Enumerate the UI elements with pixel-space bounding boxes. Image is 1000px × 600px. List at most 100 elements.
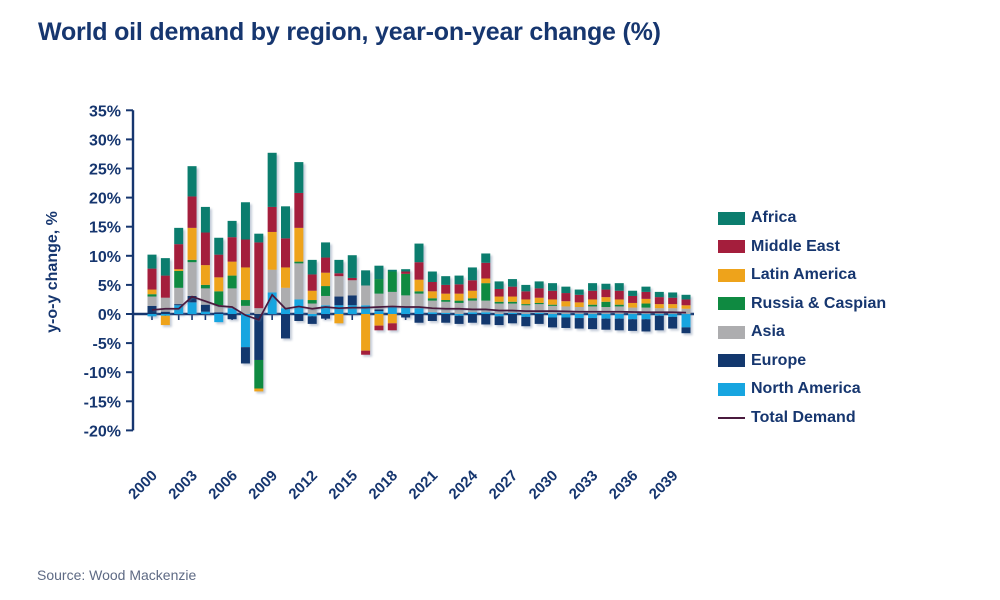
bar-segment-europe [401, 314, 411, 318]
bar-segment-middle-east [454, 284, 464, 294]
bar-segment-north-america [401, 307, 411, 314]
bar-segment-europe [294, 314, 304, 321]
bar-segment-latin-america [628, 302, 638, 308]
bar-segment-asia [200, 288, 210, 305]
bar-segment-asia [681, 308, 691, 314]
bar-segment-north-america [147, 314, 157, 317]
x-tick-label: 2036 [606, 467, 642, 503]
bar-segment-africa [347, 255, 357, 278]
bar-segment-middle-east [641, 291, 651, 299]
legend-color-swatch [718, 354, 745, 368]
bar-segment-europe [174, 304, 184, 306]
bar-segment-africa [334, 259, 344, 274]
bar-segment-africa [401, 269, 411, 272]
bar-segment-europe [681, 327, 691, 334]
bar-segment-africa [548, 283, 557, 291]
bar-segment-middle-east [240, 239, 250, 268]
bar-segment-middle-east [294, 192, 304, 228]
bar-segment-middle-east [521, 291, 531, 300]
y-tick-label: -20% [84, 423, 121, 440]
bar-segment-latin-america [454, 293, 464, 301]
bar-segment-russia-caspian [240, 300, 250, 306]
bar-segment-asia [334, 276, 344, 297]
legend-label: Asia [751, 323, 785, 341]
bar-segment-africa [387, 269, 397, 272]
bar-segment-europe [187, 295, 197, 303]
bar-segment-africa [147, 254, 157, 269]
bar-segment-north-america [588, 314, 598, 319]
bar-segment-asia [294, 263, 304, 300]
bar-segment-north-america [668, 314, 678, 317]
bar-segment-russia-caspian [507, 301, 517, 304]
x-tick-label: 2015 [325, 467, 361, 503]
bar-segment-middle-east [668, 297, 678, 305]
bar-segment-asia [574, 307, 584, 314]
bar-segment-north-america [307, 314, 317, 317]
bar-segment-middle-east [147, 268, 157, 290]
bar-segment-russia-caspian [588, 304, 598, 307]
total-demand-line [151, 293, 687, 321]
bar-segment-north-america [628, 314, 638, 320]
bar-segment-middle-east [361, 350, 371, 355]
bar-segment-north-america [548, 314, 557, 318]
bar-segment-middle-east [347, 277, 357, 281]
bar-segment-europe [334, 296, 344, 306]
bar-segment-latin-america [481, 278, 491, 284]
bar-segment-north-america [334, 305, 344, 314]
bar-series-group [147, 152, 691, 392]
legend-label: Middle East [751, 237, 840, 255]
x-tick-label: 2018 [366, 467, 402, 503]
x-tick-label: 2039 [646, 467, 682, 503]
bar-segment-middle-east [160, 275, 170, 298]
bar-segment-asia [614, 306, 624, 314]
bar-segment-europe [454, 315, 464, 324]
bar-segment-middle-east [200, 232, 210, 266]
bar-segment-middle-east [414, 262, 424, 280]
bar-segment-latin-america [294, 227, 304, 262]
bar-segment-europe [254, 314, 264, 360]
bar-segment-north-america [321, 305, 331, 314]
bar-segment-europe [427, 314, 437, 321]
bar-segment-russia-caspian [401, 273, 411, 296]
bar-segment-middle-east [574, 294, 584, 303]
bar-segment-europe [574, 318, 584, 329]
y-axis: 35% 30% 25% 20% 15% 10% 5% 0% -5% -10% -15% -20% [84, 103, 135, 440]
bar-segment-asia [414, 293, 424, 309]
bar-segment-asia [601, 307, 611, 314]
legend-label: Total Demand [751, 408, 856, 426]
x-tick-label: 2012 [285, 467, 321, 503]
bar-segment-africa [681, 294, 691, 300]
x-tick-label: 2030 [526, 467, 562, 503]
bar-segment-russia-caspian [614, 304, 624, 307]
bar-segment-asia [668, 308, 678, 314]
legend-label: Africa [751, 209, 797, 227]
legend-item-north-america: North America [718, 375, 886, 404]
bar-segment-middle-east [227, 237, 237, 262]
bar-segment-latin-america [254, 388, 264, 392]
bar-segment-africa [267, 152, 277, 207]
bar-segment-middle-east [321, 257, 331, 273]
bar-segment-latin-america [267, 231, 277, 270]
bar-segment-asia [240, 305, 250, 314]
bar-segment-europe [628, 319, 638, 331]
legend-item-russia-caspian: Russia & Caspian [718, 290, 886, 319]
bar-segment-russia-caspian [200, 284, 210, 289]
bar-segment-europe [641, 319, 651, 332]
y-axis-title: y-o-y change, % [44, 211, 61, 333]
bar-segment-russia-caspian [534, 302, 544, 305]
bar-segment-asia [147, 296, 157, 306]
bar-segment-north-america [441, 312, 451, 314]
bar-segment-asia [347, 280, 357, 296]
bar-segment-middle-east [441, 284, 451, 294]
bar-segment-africa [254, 233, 264, 243]
bar-segment-africa [534, 281, 544, 289]
bar-segment-middle-east [628, 295, 638, 303]
bar-segment-europe [160, 311, 170, 314]
bar-segment-latin-america [601, 297, 611, 302]
bar-segment-middle-east [614, 290, 624, 300]
bar-segment-africa [414, 243, 424, 263]
bar-segment-middle-east [507, 286, 517, 297]
bar-segment-asia [281, 287, 290, 309]
y-tick-label: 0% [98, 307, 121, 324]
bar-segment-asia [588, 306, 598, 314]
